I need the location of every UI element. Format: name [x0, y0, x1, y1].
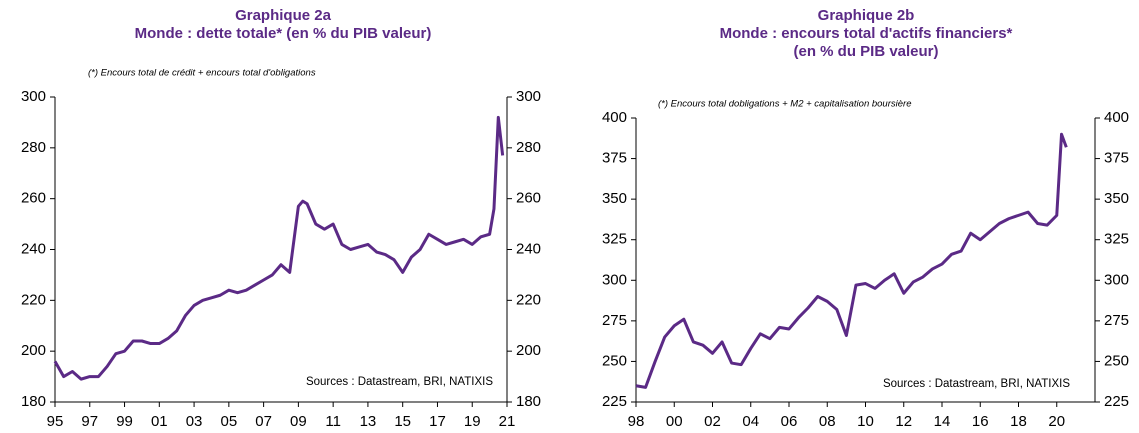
x-tick-label: 05	[221, 413, 238, 430]
y2-tick-label: 300	[516, 88, 541, 105]
chart-note: (*) Encours total de crédit + encours to…	[88, 68, 316, 79]
x-tick-label: 07	[255, 413, 272, 430]
y-tick-label: 180	[21, 393, 46, 410]
x-tick-label: 13	[360, 413, 377, 430]
y2-tick-label: 240	[516, 240, 541, 257]
x-tick-label: 09	[290, 413, 307, 430]
chart-title: Monde : encours total d'actifs financier…	[720, 25, 1013, 42]
y-tick-label: 250	[602, 352, 627, 369]
y-tick-label: 200	[21, 342, 46, 359]
y-tick-label: 300	[602, 271, 627, 288]
x-tick-label: 99	[116, 413, 133, 430]
x-tick-label: 16	[972, 413, 989, 430]
y2-tick-label: 250	[1104, 352, 1129, 369]
x-tick-label: 08	[819, 413, 836, 430]
x-tick-label: 98	[628, 413, 645, 430]
y-tick-label: 375	[602, 150, 627, 167]
y-tick-label: 225	[602, 393, 627, 410]
y2-tick-label: 200	[516, 342, 541, 359]
y-tick-label: 280	[21, 139, 46, 156]
x-tick-label: 18	[1010, 413, 1027, 430]
chart-note: (*) Encours total dobligations + M2 + ca…	[658, 99, 911, 110]
chart-source: Sources : Datastream, BRI, NATIXIS	[883, 378, 1070, 390]
x-tick-label: 20	[1048, 413, 1065, 430]
y-tick-label: 275	[602, 312, 627, 329]
data-line	[635, 132, 1068, 389]
chart-title: Monde : dette totale* (en % du PIB valeu…	[135, 25, 432, 42]
y2-tick-label: 220	[516, 291, 541, 308]
y2-tick-label: 260	[516, 190, 541, 207]
y2-tick-label: 325	[1104, 231, 1129, 248]
y2-tick-label: 350	[1104, 190, 1129, 207]
x-tick-label: 97	[81, 413, 98, 430]
y-tick-label: 260	[21, 190, 46, 207]
chart-title: (en % du PIB valeur)	[793, 43, 938, 60]
y2-tick-label: 300	[1104, 271, 1129, 288]
y2-tick-label: 400	[1104, 109, 1129, 126]
y2-tick-label: 225	[1104, 393, 1129, 410]
y2-tick-label: 275	[1104, 312, 1129, 329]
y-tick-label: 400	[602, 109, 627, 126]
x-tick-label: 11	[325, 413, 341, 430]
x-tick-label: 19	[464, 413, 481, 430]
chart-title: Graphique 2b	[818, 7, 915, 24]
x-tick-label: 14	[934, 413, 951, 430]
x-tick-label: 06	[781, 413, 798, 430]
y2-tick-label: 280	[516, 139, 541, 156]
x-tick-label: 04	[742, 413, 759, 430]
x-tick-label: 00	[666, 413, 683, 430]
x-tick-label: 02	[704, 413, 721, 430]
chart-title: Graphique 2a	[235, 7, 332, 24]
chart-source: Sources : Datastream, BRI, NATIXIS	[306, 376, 493, 388]
y2-tick-label: 180	[516, 393, 541, 410]
y-tick-label: 300	[21, 88, 46, 105]
data-line	[53, 115, 505, 381]
x-tick-label: 01	[151, 413, 168, 430]
x-tick-label: 15	[394, 413, 411, 430]
x-tick-label: 12	[895, 413, 912, 430]
y-tick-label: 220	[21, 291, 46, 308]
y2-tick-label: 375	[1104, 150, 1129, 167]
x-tick-label: 03	[186, 413, 203, 430]
y-tick-label: 240	[21, 240, 46, 257]
y-tick-label: 325	[602, 231, 627, 248]
x-tick-label: 95	[47, 413, 64, 430]
x-tick-label: 10	[857, 413, 874, 430]
x-tick-label: 17	[429, 413, 446, 430]
x-tick-label: 21	[499, 413, 516, 430]
y-tick-label: 350	[602, 190, 627, 207]
